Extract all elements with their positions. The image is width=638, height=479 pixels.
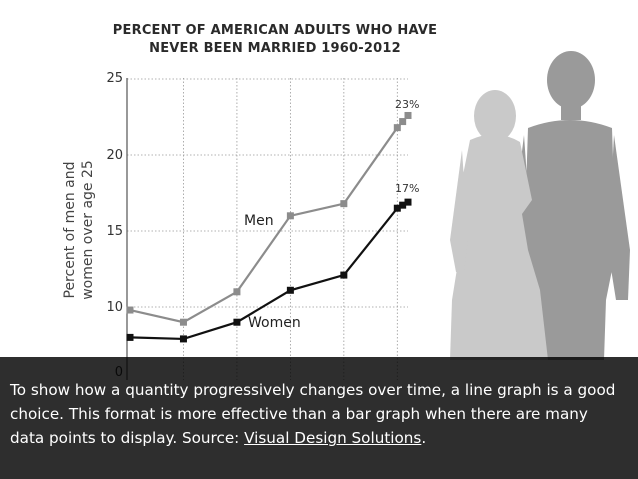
data-point-men-1980 — [233, 288, 241, 296]
people-silhouette-image — [450, 51, 630, 360]
data-point-women-2010 — [393, 204, 401, 212]
women-end-value-label: 17% — [395, 182, 419, 195]
data-point-women-2012 — [404, 198, 412, 206]
chart-subtitle: NEVER BEEN MARRIED 1960-2012 — [149, 41, 401, 56]
series-label-women: Women — [248, 315, 301, 331]
caption-overlay: To show how a quantity progressively cha… — [0, 357, 638, 479]
y-tick-label-10: 10 — [106, 300, 123, 315]
y-tick-label-25: 25 — [106, 71, 123, 86]
men-end-value-label: 23% — [395, 98, 419, 111]
data-point-women-1960 — [126, 333, 134, 341]
data-point-men-2000 — [340, 200, 348, 208]
data-point-men-2012 — [404, 111, 412, 119]
data-point-men-2010 — [393, 124, 401, 132]
source-link[interactable]: Visual Design Solutions — [244, 429, 422, 447]
data-point-men-1970 — [179, 318, 187, 326]
data-point-women-1990 — [286, 286, 294, 294]
caption-period: . — [421, 429, 427, 447]
data-point-women-1970 — [179, 335, 187, 343]
data-point-men-2011 — [399, 118, 407, 126]
caption-text: To show how a quantity progressively cha… — [10, 378, 618, 450]
data-point-women-2000 — [340, 271, 348, 279]
series-layer — [126, 111, 412, 343]
data-point-women-1980 — [233, 318, 241, 326]
series-label-men: Men — [244, 213, 274, 229]
data-point-men-1960 — [126, 306, 134, 314]
y-tick-label-20: 20 — [106, 148, 123, 163]
y-axis-label-line1: Percent of men and — [62, 162, 78, 299]
chart-title: PERCENT OF AMERICAN ADULTS WHO HAVE — [112, 23, 438, 38]
data-point-women-2011 — [399, 201, 407, 209]
grid-lines — [127, 78, 408, 380]
y-axis-label-line2: women over age 25 — [80, 160, 96, 300]
caption-body: To show how a quantity progressively cha… — [10, 381, 616, 447]
data-point-men-1990 — [286, 212, 294, 220]
y-tick-label-15: 15 — [106, 224, 123, 239]
